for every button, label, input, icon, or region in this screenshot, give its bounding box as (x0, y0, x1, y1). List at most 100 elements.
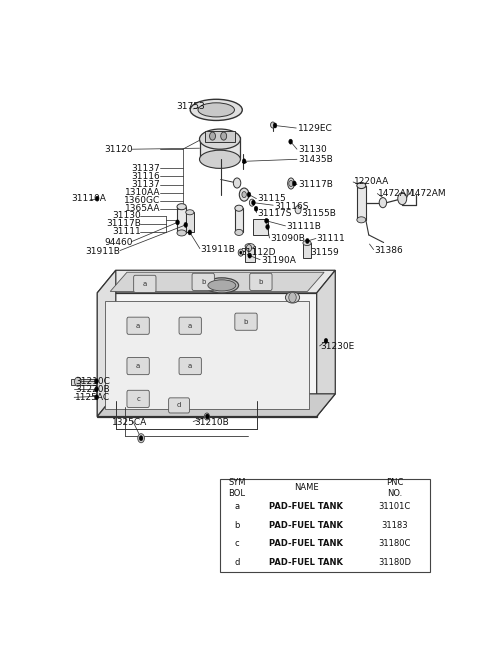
Text: 31117B: 31117B (106, 219, 141, 229)
Polygon shape (97, 293, 317, 417)
FancyBboxPatch shape (179, 317, 202, 334)
Text: 31911B: 31911B (201, 244, 236, 253)
Circle shape (264, 218, 268, 223)
Text: b: b (201, 279, 205, 285)
Circle shape (138, 434, 144, 443)
Ellipse shape (235, 205, 243, 212)
Text: 31111: 31111 (317, 234, 346, 244)
Polygon shape (105, 301, 309, 409)
Ellipse shape (357, 183, 366, 189)
Text: 31230E: 31230E (321, 343, 355, 352)
Circle shape (266, 225, 269, 229)
Circle shape (246, 244, 252, 252)
Bar (252, 219, 267, 235)
Ellipse shape (177, 230, 186, 236)
Text: 31180D: 31180D (378, 558, 411, 567)
FancyBboxPatch shape (133, 275, 156, 292)
Bar (200, 137, 240, 159)
Text: 31115: 31115 (257, 194, 286, 203)
Circle shape (242, 191, 246, 198)
Ellipse shape (186, 210, 194, 215)
Text: 31183: 31183 (381, 521, 408, 530)
Text: 31111B: 31111B (286, 223, 321, 231)
Bar (186, 212, 194, 233)
Circle shape (221, 132, 227, 140)
Circle shape (247, 192, 251, 197)
Text: 1129EC: 1129EC (298, 124, 333, 132)
Text: a: a (136, 363, 140, 369)
Ellipse shape (288, 178, 294, 189)
Text: 31386: 31386 (374, 246, 403, 255)
Circle shape (254, 206, 258, 212)
Text: 31159: 31159 (311, 248, 339, 257)
Circle shape (249, 199, 254, 206)
Circle shape (238, 249, 243, 256)
FancyBboxPatch shape (127, 317, 149, 334)
Ellipse shape (198, 103, 234, 117)
Circle shape (205, 414, 209, 419)
Ellipse shape (208, 280, 236, 291)
FancyBboxPatch shape (127, 358, 149, 375)
Text: 31116S: 31116S (274, 202, 308, 211)
Text: 31112D: 31112D (240, 248, 276, 257)
Text: 31155B: 31155B (301, 209, 336, 218)
Ellipse shape (190, 100, 242, 121)
Text: c: c (136, 396, 140, 402)
Text: a: a (188, 363, 192, 369)
Circle shape (248, 253, 252, 258)
Text: d: d (177, 402, 181, 409)
Text: 31190A: 31190A (261, 255, 296, 265)
Text: b: b (234, 521, 240, 530)
Text: 31210C: 31210C (75, 377, 110, 386)
Circle shape (289, 181, 293, 187)
Text: 31116: 31116 (132, 172, 160, 181)
Circle shape (139, 436, 143, 441)
Ellipse shape (303, 240, 311, 246)
Text: d: d (234, 558, 240, 567)
Circle shape (240, 251, 242, 254)
Text: 1220AA: 1220AA (354, 178, 389, 187)
Circle shape (188, 230, 192, 235)
Polygon shape (97, 394, 335, 417)
Circle shape (292, 181, 296, 186)
Text: 31130: 31130 (298, 145, 327, 154)
Ellipse shape (245, 244, 254, 248)
Text: 31435B: 31435B (298, 155, 333, 164)
FancyBboxPatch shape (192, 273, 215, 290)
Text: PNC
NO.: PNC NO. (386, 478, 403, 498)
Ellipse shape (286, 292, 300, 303)
Circle shape (96, 196, 99, 201)
Text: 94460: 94460 (104, 238, 132, 246)
Bar (357, 185, 366, 220)
Text: PAD-FUEL TANK: PAD-FUEL TANK (269, 521, 343, 530)
FancyBboxPatch shape (250, 273, 272, 290)
Circle shape (324, 339, 328, 343)
Text: 31137: 31137 (132, 180, 160, 189)
FancyBboxPatch shape (127, 390, 149, 407)
Text: 31130: 31130 (112, 212, 141, 220)
Circle shape (271, 122, 275, 128)
Ellipse shape (200, 129, 240, 149)
Circle shape (240, 188, 249, 201)
Polygon shape (317, 271, 335, 417)
Polygon shape (97, 271, 116, 417)
Text: SYM
BOL: SYM BOL (228, 478, 246, 498)
Text: 31117B: 31117B (298, 180, 333, 189)
Ellipse shape (357, 217, 366, 223)
Text: b: b (259, 279, 263, 285)
Text: b: b (244, 319, 248, 325)
Text: a: a (234, 502, 240, 511)
Circle shape (184, 222, 188, 227)
Text: 31220B: 31220B (75, 384, 109, 394)
Bar (235, 208, 243, 233)
Circle shape (74, 377, 81, 386)
Text: 31753: 31753 (176, 102, 205, 111)
Circle shape (289, 139, 292, 144)
Bar (303, 243, 311, 258)
FancyBboxPatch shape (179, 358, 202, 375)
Text: 1310AA: 1310AA (125, 188, 160, 197)
Text: c: c (234, 539, 239, 548)
Ellipse shape (235, 229, 243, 235)
Text: 1325CA: 1325CA (112, 418, 147, 427)
Text: PAD-FUEL TANK: PAD-FUEL TANK (269, 558, 343, 567)
